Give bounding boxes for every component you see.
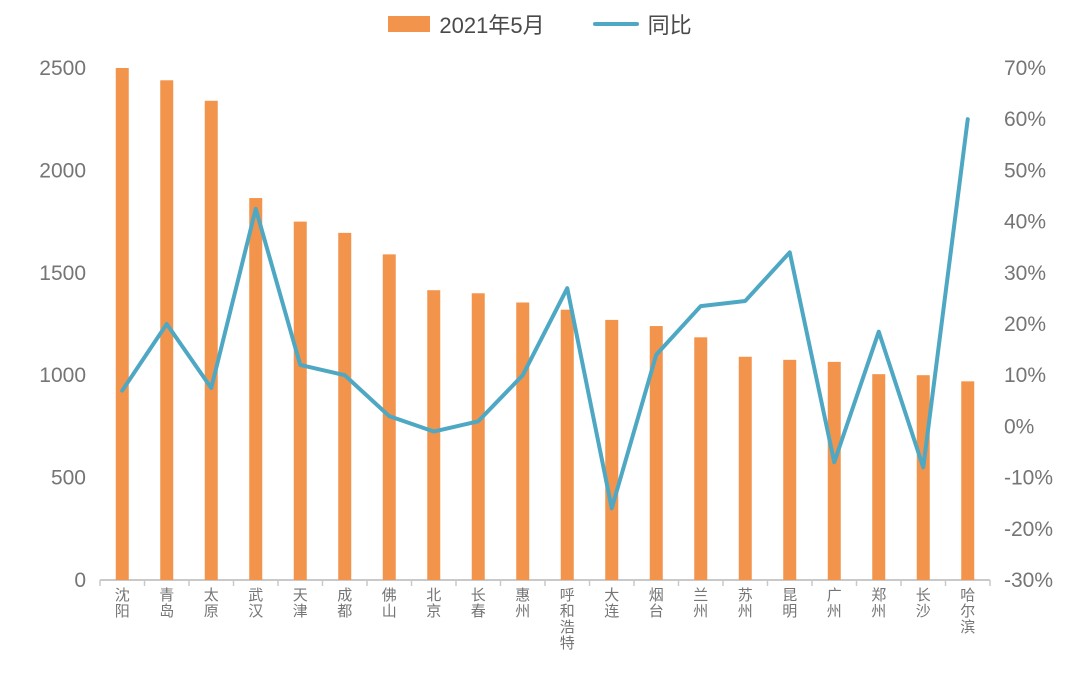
- city-label-兰州: 兰州: [693, 587, 708, 620]
- city-label-佛山: 佛山: [382, 587, 397, 620]
- bar-惠州: [516, 302, 530, 580]
- bar-长春: [471, 293, 485, 580]
- city-label-苏州: 苏州: [738, 587, 753, 620]
- city-label-郑州: 郑州: [871, 587, 886, 620]
- city-label-沈阳: 沈阳: [115, 587, 130, 620]
- city-label-天津: 天津: [293, 587, 308, 620]
- bar-苏州: [738, 356, 752, 580]
- city-label-昆明: 昆明: [782, 587, 797, 620]
- right-axis-tick-label: 50%: [1004, 159, 1046, 182]
- line-series-swatch-icon: [592, 22, 639, 26]
- city-label-长沙: 长沙: [916, 587, 931, 620]
- city-label-哈尔滨: 哈尔滨: [960, 587, 975, 636]
- bar-兰州: [694, 337, 708, 580]
- bar-呼和浩特: [560, 309, 574, 580]
- right-axis-tick-label: 60%: [1004, 108, 1046, 131]
- bar-广州: [827, 361, 841, 580]
- bar-成都: [338, 232, 352, 580]
- city-label-广州: 广州: [827, 587, 842, 620]
- bar-烟台: [649, 326, 663, 580]
- yoy-line: [120, 117, 970, 511]
- bar-大连: [605, 319, 619, 580]
- left-axis-tick-label: 0: [74, 569, 86, 592]
- right-axis-tick-label: -10%: [1004, 467, 1053, 490]
- bar-青岛: [160, 80, 174, 581]
- city-label-北京: 北京: [426, 587, 441, 620]
- left-axis-tick-label: 1000: [39, 364, 86, 387]
- left-axis-tick-label: 2000: [39, 159, 86, 182]
- bar-天津: [293, 221, 307, 580]
- city-label-武汉: 武汉: [248, 587, 263, 620]
- chart-legend: 2021年5月 同比: [0, 8, 1080, 40]
- bar-武汉: [249, 198, 263, 580]
- bar-太原: [204, 100, 218, 580]
- legend-item-bar-series[interactable]: 2021年5月: [388, 8, 545, 40]
- city-label-惠州: 惠州: [515, 587, 530, 620]
- right-axis-tick-label: 70%: [1004, 57, 1046, 80]
- city-label-青岛: 青岛: [159, 587, 174, 620]
- bar-北京: [427, 290, 441, 580]
- city-label-长春: 长春: [471, 587, 486, 620]
- right-axis-tick-label: -20%: [1004, 518, 1053, 541]
- city-label-成都: 成都: [337, 587, 352, 620]
- legend-item-line-series[interactable]: 同比: [592, 8, 692, 40]
- bar-郑州: [872, 374, 886, 580]
- left-axis-tick-label: 500: [51, 467, 86, 490]
- left-axis-tick-label: 1500: [39, 262, 86, 285]
- bar-昆明: [783, 359, 797, 580]
- bar-series-swatch-icon: [388, 16, 431, 32]
- line-series-label: 同比: [647, 13, 692, 38]
- bar-哈尔滨: [961, 381, 975, 580]
- city-label-太原: 太原: [204, 587, 219, 620]
- bar-沈阳: [115, 68, 129, 580]
- city-label-烟台: 烟台: [649, 587, 664, 620]
- right-axis-tick-label: -30%: [1004, 569, 1053, 592]
- right-axis-tick-label: 0%: [1004, 415, 1034, 438]
- city-label-呼和浩特: 呼和浩特: [560, 587, 575, 652]
- right-axis-tick-label: 10%: [1004, 364, 1046, 387]
- bar-长沙: [916, 375, 930, 580]
- city-label-大连: 大连: [604, 587, 619, 620]
- right-axis-tick-label: 40%: [1004, 211, 1046, 234]
- right-axis-tick-label: 20%: [1004, 313, 1046, 336]
- left-axis-tick-label: 2500: [39, 57, 86, 80]
- bar-series-label: 2021年5月: [439, 13, 545, 38]
- right-axis-tick-label: 30%: [1004, 262, 1046, 285]
